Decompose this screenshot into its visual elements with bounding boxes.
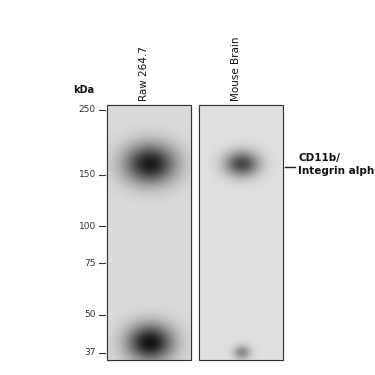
- Bar: [198, 105, 283, 360]
- Text: 37: 37: [84, 348, 96, 357]
- Bar: [107, 105, 192, 360]
- Text: Mouse Brain: Mouse Brain: [231, 36, 241, 101]
- Text: 250: 250: [79, 105, 96, 114]
- Text: 50: 50: [84, 310, 96, 319]
- Text: kDa: kDa: [73, 85, 94, 95]
- Text: Raw 264.7: Raw 264.7: [139, 46, 149, 101]
- Bar: [107, 105, 192, 360]
- Text: CD11b/
Integrin alpha M: CD11b/ Integrin alpha M: [298, 153, 375, 176]
- Text: 100: 100: [79, 222, 96, 231]
- Text: 150: 150: [79, 171, 96, 180]
- Text: 75: 75: [84, 259, 96, 268]
- Bar: [198, 105, 283, 360]
